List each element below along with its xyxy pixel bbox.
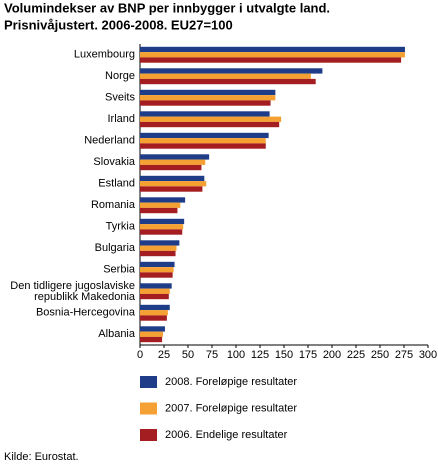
y-tick-label: Sveits	[105, 92, 135, 104]
bar	[140, 143, 266, 149]
bar	[140, 46, 405, 53]
bar	[140, 331, 164, 337]
bar	[140, 240, 180, 246]
bar	[140, 68, 323, 74]
bar	[140, 89, 276, 96]
bar	[140, 224, 184, 230]
bar	[140, 197, 186, 203]
bar	[140, 121, 280, 128]
x-tick-label: 275	[395, 349, 413, 361]
y-tick-label: Bosnia-Hercegovina	[36, 307, 136, 319]
x-tick-label: 175	[299, 349, 317, 361]
y-tick-label: Slovakia	[93, 156, 135, 168]
legend-swatch	[140, 376, 157, 388]
legend-swatch	[140, 402, 157, 415]
x-tick-label: 25	[158, 349, 170, 361]
bar	[140, 310, 168, 316]
bar	[140, 181, 207, 187]
chart-subtitle: Prisnivåjustert. 2006-2008. EU27=100	[4, 17, 233, 32]
bar	[140, 267, 174, 273]
bar	[140, 186, 203, 192]
y-tick-label: Norge	[105, 70, 135, 82]
legend-label: 2006. Endelige resultater	[165, 429, 288, 441]
bar	[140, 138, 266, 144]
x-tick-label: 150	[275, 349, 293, 361]
x-tick-label: 300	[419, 349, 437, 361]
x-tick-label: 200	[323, 349, 341, 361]
bar	[140, 207, 178, 214]
chart-title: Volumindekser av BNP per innbygger i utv…	[4, 0, 330, 15]
bar	[140, 175, 205, 182]
bar	[140, 245, 177, 251]
y-tick-label: Tyrkia	[106, 221, 136, 233]
bar	[140, 73, 311, 79]
bar	[140, 164, 202, 171]
bar	[140, 229, 183, 235]
bar	[140, 218, 185, 225]
x-tick-label: 0	[137, 349, 143, 361]
bar	[140, 250, 176, 257]
bar	[140, 261, 175, 268]
x-tick-label: 125	[251, 349, 269, 361]
x-tick-label: 100	[227, 349, 245, 361]
bar	[140, 52, 405, 58]
legend-label: 2008. Foreløpige resultater	[165, 376, 297, 388]
bar	[140, 78, 316, 85]
bar	[140, 154, 210, 160]
y-tick-label: Den tidligere jugoslaviske republikk Make…	[10, 280, 136, 303]
x-tick-label: 75	[206, 349, 218, 361]
bar	[140, 304, 170, 311]
y-tick-label: Nederland	[84, 135, 135, 147]
y-tick-label: Serbia	[103, 264, 136, 276]
y-tick-label: Estland	[98, 178, 135, 190]
bar	[140, 293, 169, 300]
bar	[140, 159, 206, 165]
y-tick-label: Irland	[107, 113, 135, 125]
bar	[140, 57, 402, 63]
bar	[140, 283, 172, 289]
bar	[140, 132, 269, 139]
bar	[140, 202, 181, 208]
bar	[140, 272, 173, 278]
bar	[140, 116, 282, 122]
bar	[140, 326, 165, 332]
y-tick-label: Albania	[98, 328, 136, 340]
bar	[140, 95, 276, 101]
source: Kilde: Eurostat.	[4, 451, 79, 463]
legend-swatch	[140, 429, 157, 441]
y-tick-label: Romania	[91, 199, 136, 211]
legend-label: 2007. Foreløpige resultater	[165, 402, 297, 414]
bar	[140, 288, 170, 294]
x-tick-label: 50	[182, 349, 194, 361]
bar	[140, 336, 163, 343]
x-tick-label: 225	[347, 349, 365, 361]
x-tick-label: 250	[371, 349, 389, 361]
y-tick-label: Luxembourg	[74, 49, 135, 61]
bar	[140, 100, 271, 106]
y-tick-label: Bulgaria	[95, 242, 136, 254]
bar	[140, 111, 270, 117]
bar	[140, 315, 167, 321]
